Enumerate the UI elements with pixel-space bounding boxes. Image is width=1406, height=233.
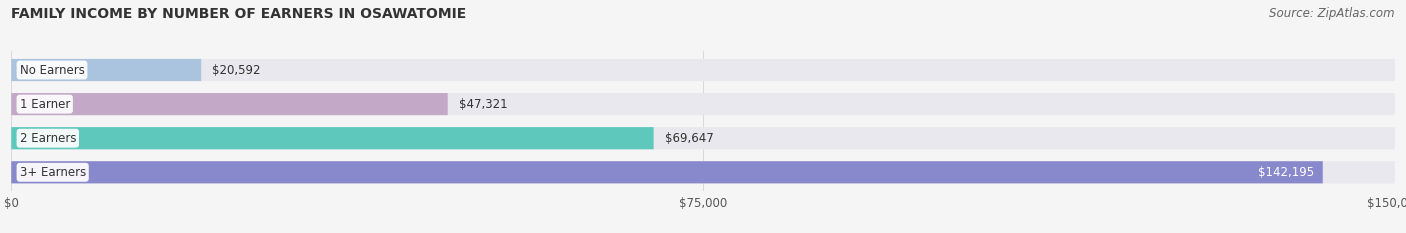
Text: No Earners: No Earners bbox=[20, 64, 84, 76]
Text: $20,592: $20,592 bbox=[212, 64, 260, 76]
Text: 1 Earner: 1 Earner bbox=[20, 98, 70, 111]
FancyBboxPatch shape bbox=[11, 127, 1395, 149]
FancyBboxPatch shape bbox=[11, 59, 1395, 81]
FancyBboxPatch shape bbox=[11, 59, 201, 81]
FancyBboxPatch shape bbox=[11, 161, 1323, 183]
Text: $47,321: $47,321 bbox=[458, 98, 508, 111]
Text: $142,195: $142,195 bbox=[1258, 166, 1315, 179]
FancyBboxPatch shape bbox=[11, 161, 1395, 183]
Text: 2 Earners: 2 Earners bbox=[20, 132, 76, 145]
Text: 3+ Earners: 3+ Earners bbox=[20, 166, 86, 179]
FancyBboxPatch shape bbox=[11, 127, 654, 149]
FancyBboxPatch shape bbox=[11, 93, 1395, 115]
FancyBboxPatch shape bbox=[11, 93, 447, 115]
Text: FAMILY INCOME BY NUMBER OF EARNERS IN OSAWATOMIE: FAMILY INCOME BY NUMBER OF EARNERS IN OS… bbox=[11, 7, 467, 21]
Text: $69,647: $69,647 bbox=[665, 132, 713, 145]
Text: Source: ZipAtlas.com: Source: ZipAtlas.com bbox=[1270, 7, 1395, 20]
